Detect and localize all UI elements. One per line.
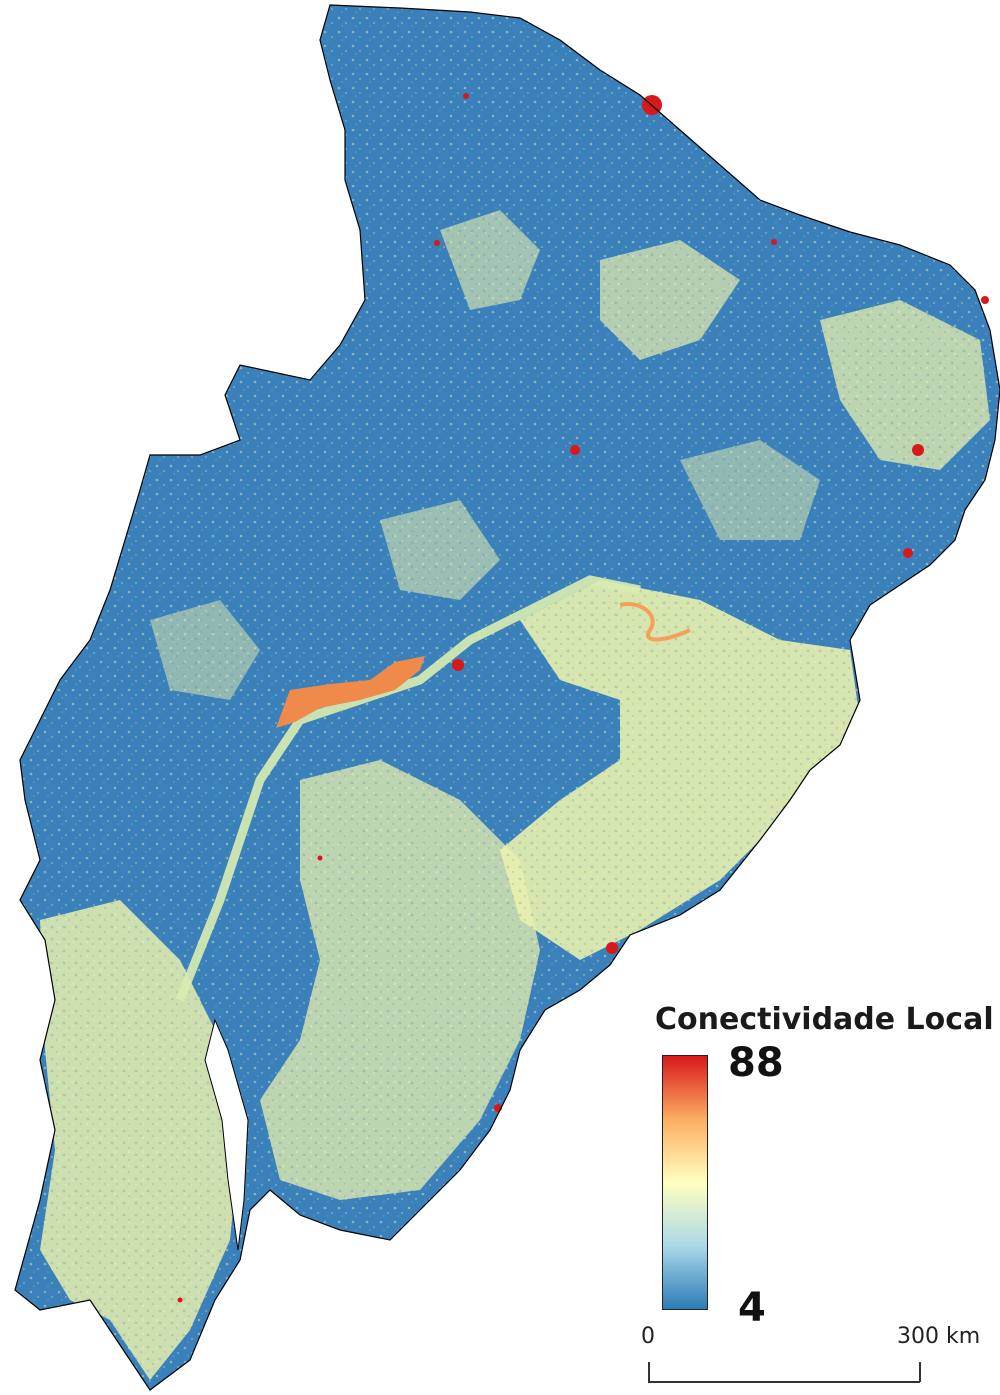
legend-color-bar (662, 1055, 708, 1310)
scale-bar-tick-start (648, 1362, 650, 1382)
hotspot (606, 942, 618, 954)
hotspot (434, 240, 440, 246)
hotspot (912, 444, 924, 456)
hotspot (903, 548, 913, 558)
legend-title: Conectividade Local (655, 1002, 994, 1037)
hotspot (317, 855, 323, 861)
hotspot (177, 1297, 183, 1303)
legend-max-value: 88 (728, 1040, 784, 1086)
legend-min-value: 4 (738, 1285, 766, 1331)
hotspot (463, 93, 469, 99)
hotspot (452, 659, 464, 671)
hotspot (570, 445, 580, 455)
region-outline (14, 4, 1000, 1391)
scale-bar-end-label: 300 km (897, 1324, 981, 1349)
hotspot (771, 239, 777, 245)
scale-bar-tick-end (919, 1362, 921, 1382)
reservoir-high (276, 656, 425, 728)
scale-bar-start-label: 0 (641, 1324, 655, 1349)
river-meander (619, 602, 691, 642)
hotspot (981, 296, 989, 304)
scale-bar-line (648, 1381, 920, 1383)
interior-gap (204, 1018, 249, 1251)
